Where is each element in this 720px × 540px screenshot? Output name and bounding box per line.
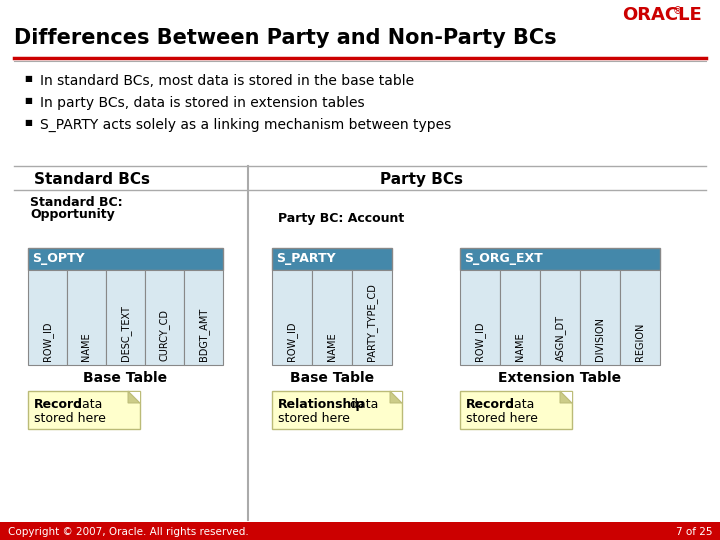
Text: stored here: stored here xyxy=(466,412,538,425)
Text: Party BCs: Party BCs xyxy=(380,172,463,187)
Text: ®: ® xyxy=(673,6,683,16)
Text: ROW_ID: ROW_ID xyxy=(287,321,297,361)
Bar xyxy=(272,248,392,270)
Text: Record: Record xyxy=(466,398,515,411)
Text: NAME: NAME xyxy=(327,333,337,361)
Bar xyxy=(28,248,223,270)
Bar xyxy=(620,270,660,365)
Text: NAME: NAME xyxy=(515,333,525,361)
Bar xyxy=(184,270,223,365)
Text: data: data xyxy=(346,398,379,411)
Text: NAME: NAME xyxy=(81,333,91,361)
Bar xyxy=(0,522,720,540)
Text: S_ORG_EXT: S_ORG_EXT xyxy=(464,252,543,265)
Text: Base Table: Base Table xyxy=(84,371,168,385)
Bar xyxy=(540,270,580,365)
Bar xyxy=(312,270,352,365)
Text: DIVISION: DIVISION xyxy=(595,317,605,361)
Text: stored here: stored here xyxy=(278,412,350,425)
Text: BDGT_AMT: BDGT_AMT xyxy=(198,308,209,361)
Text: ■: ■ xyxy=(24,74,32,83)
Bar xyxy=(500,270,540,365)
Polygon shape xyxy=(390,391,402,403)
Bar xyxy=(272,270,312,365)
Bar xyxy=(460,248,660,270)
Bar xyxy=(28,391,140,429)
Text: In party BCs, data is stored in extension tables: In party BCs, data is stored in extensio… xyxy=(40,96,364,110)
Text: DESC_TEXT: DESC_TEXT xyxy=(120,305,131,361)
Text: Opportunity: Opportunity xyxy=(30,208,114,221)
Bar xyxy=(145,270,184,365)
Bar xyxy=(460,391,572,429)
Text: Party BC: Account: Party BC: Account xyxy=(278,212,404,225)
Polygon shape xyxy=(390,391,402,403)
Text: ■: ■ xyxy=(24,118,32,127)
Text: Standard BCs: Standard BCs xyxy=(34,172,150,187)
Text: Record: Record xyxy=(34,398,83,411)
Text: S_PARTY acts solely as a linking mechanism between types: S_PARTY acts solely as a linking mechani… xyxy=(40,118,451,132)
Text: ■: ■ xyxy=(24,96,32,105)
Text: data: data xyxy=(70,398,102,411)
Polygon shape xyxy=(560,391,572,403)
Text: ROW_ID: ROW_ID xyxy=(42,321,53,361)
Text: data: data xyxy=(502,398,534,411)
Text: PARTY_TYPE_CD: PARTY_TYPE_CD xyxy=(366,283,377,361)
Text: Standard BC:: Standard BC: xyxy=(30,196,122,209)
Text: ROW_ID: ROW_ID xyxy=(474,321,485,361)
Bar xyxy=(106,270,145,365)
Text: ORACLE: ORACLE xyxy=(622,6,702,24)
Text: Copyright © 2007, Oracle. All rights reserved.: Copyright © 2007, Oracle. All rights res… xyxy=(8,527,248,537)
Text: ASGN_DT: ASGN_DT xyxy=(554,315,565,361)
Bar xyxy=(67,270,106,365)
Text: REGION: REGION xyxy=(635,322,645,361)
Polygon shape xyxy=(560,391,572,403)
Bar xyxy=(580,270,620,365)
Bar xyxy=(352,270,392,365)
Text: Extension Table: Extension Table xyxy=(498,371,621,385)
Text: CURCY_CD: CURCY_CD xyxy=(159,309,170,361)
Polygon shape xyxy=(128,391,140,403)
Bar xyxy=(28,270,67,365)
Text: S_PARTY: S_PARTY xyxy=(276,252,336,265)
Text: Relationship: Relationship xyxy=(278,398,365,411)
Bar xyxy=(460,270,500,365)
Polygon shape xyxy=(128,391,140,403)
Text: Differences Between Party and Non-Party BCs: Differences Between Party and Non-Party … xyxy=(14,28,557,48)
Text: Base Table: Base Table xyxy=(290,371,374,385)
Bar xyxy=(272,391,402,429)
Text: stored here: stored here xyxy=(34,412,106,425)
Text: In standard BCs, most data is stored in the base table: In standard BCs, most data is stored in … xyxy=(40,74,414,88)
Text: 7 of 25: 7 of 25 xyxy=(675,527,712,537)
Text: S_OPTY: S_OPTY xyxy=(32,252,85,265)
